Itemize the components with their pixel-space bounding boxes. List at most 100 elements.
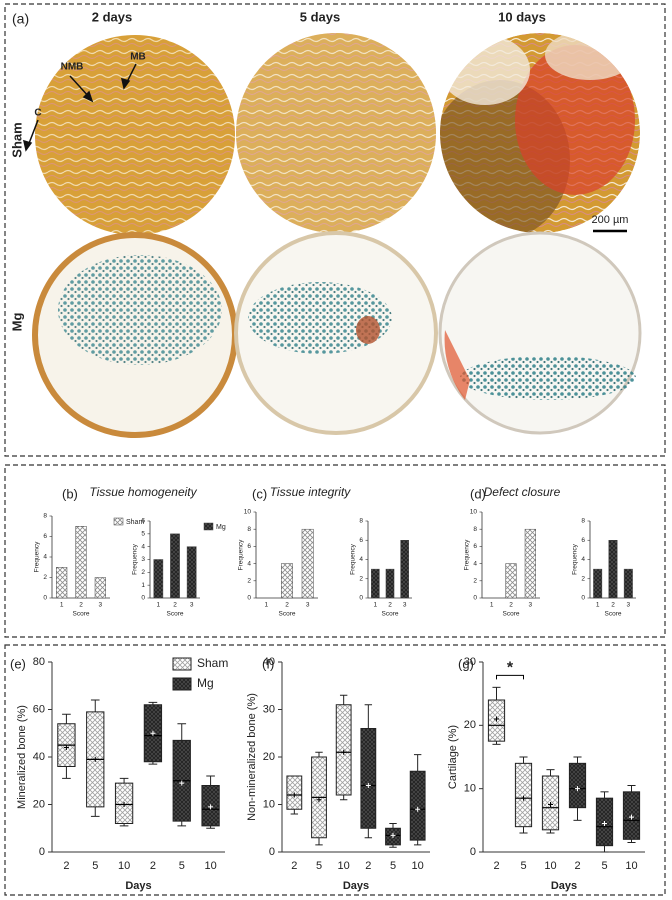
x-tick-label: 1 — [490, 602, 494, 609]
panel-label: (g) — [458, 656, 474, 671]
significance-bracket — [496, 674, 524, 680]
x-axis-label: Days — [125, 880, 151, 892]
y-tick-label: 6 — [581, 537, 585, 544]
scale-bar-label: 200 µm — [592, 214, 629, 226]
y-tick-label: 8 — [359, 518, 363, 525]
chart-title: Tissue homogeneity — [89, 485, 197, 499]
mean-marker — [365, 783, 371, 788]
x-axis-label: Score — [382, 611, 399, 618]
y-tick-label: 10 — [470, 509, 478, 516]
panel-label: (d) — [470, 486, 486, 501]
y-tick-label: 6 — [43, 533, 47, 540]
y-axis-label: Frequency — [132, 543, 139, 574]
x-tick-label: 2 — [63, 860, 69, 872]
x-tick-label: 1 — [374, 602, 378, 609]
y-axis-label: Frequency — [238, 539, 245, 570]
bar — [505, 563, 517, 599]
annotation: C — [34, 108, 41, 119]
bar — [281, 563, 293, 599]
y-tick-label: 4 — [473, 560, 477, 567]
y-tick-label: 0 — [141, 595, 145, 602]
y-tick-label: 2 — [141, 569, 145, 576]
micrograph — [438, 231, 642, 435]
panel-border — [4, 464, 666, 638]
legend-swatch — [172, 657, 192, 671]
annotation: MB — [130, 52, 146, 63]
y-tick-label: 2 — [359, 575, 363, 582]
legend-swatch — [113, 517, 124, 526]
y-tick-label: 6 — [247, 543, 251, 550]
x-tick-label: 3 — [190, 602, 194, 609]
x-tick-label: 2 — [611, 602, 615, 609]
row-label: Mg — [9, 313, 24, 332]
y-tick-label: 40 — [263, 656, 275, 668]
y-tick-label: 6 — [141, 518, 145, 525]
chart-title: Defect closure — [484, 485, 561, 499]
y-tick-label: 20 — [263, 751, 275, 763]
y-tick-label: 40 — [33, 751, 45, 763]
y-tick-label: 2 — [581, 575, 585, 582]
panel-label: (a) — [12, 11, 29, 27]
legend-swatch — [203, 522, 214, 531]
y-tick-label: 30 — [464, 656, 476, 668]
panel-border — [4, 644, 666, 896]
mean-marker — [179, 780, 185, 786]
x-tick-label: 1 — [157, 602, 161, 609]
y-tick-label: 2 — [473, 578, 477, 585]
bar — [623, 568, 633, 599]
y-tick-label: 5 — [141, 531, 145, 538]
y-tick-label: 10 — [244, 509, 252, 516]
x-axis-label: Score — [605, 611, 622, 618]
y-tick-label: 0 — [473, 595, 477, 602]
y-tick-label: 4 — [247, 560, 251, 567]
panel-label: (e) — [10, 656, 26, 671]
box — [409, 770, 426, 841]
y-axis-label: Frequency — [572, 543, 579, 574]
mean-marker — [629, 814, 634, 820]
x-tick-label: 3 — [529, 602, 533, 609]
box — [514, 762, 533, 828]
box — [568, 762, 587, 809]
micrograph — [32, 232, 238, 438]
x-axis-label: Score — [279, 611, 296, 618]
legend-label: Mg — [216, 524, 226, 531]
column-label: 5 days — [300, 9, 340, 24]
y-tick-label: 4 — [141, 543, 145, 550]
bar — [400, 540, 409, 599]
mean-marker — [341, 749, 347, 755]
x-tick-label: 10 — [412, 860, 424, 872]
x-tick-label: 5 — [179, 860, 185, 872]
y-tick-label: 8 — [43, 513, 47, 520]
y-tick-label: 20 — [33, 798, 45, 810]
panel-label: (c) — [252, 486, 267, 501]
bar — [75, 526, 87, 599]
mean-marker — [92, 756, 98, 762]
bar — [170, 533, 180, 599]
x-tick-label: 3 — [627, 602, 631, 609]
x-tick-label: 1 — [60, 602, 64, 609]
mean-marker — [150, 730, 156, 736]
y-axis-label: Frequency — [464, 539, 471, 570]
bar — [593, 568, 603, 599]
bar — [301, 528, 314, 599]
mean-marker — [494, 716, 499, 722]
y-tick-label: 8 — [581, 518, 585, 525]
y-tick-label: 0 — [247, 595, 251, 602]
y-tick-label: 2 — [247, 578, 251, 585]
micrograph — [35, 35, 235, 235]
mean-marker — [521, 795, 526, 801]
y-tick-label: 0 — [581, 595, 585, 602]
bar — [524, 528, 536, 599]
panel-label: (b) — [62, 486, 78, 501]
x-tick-label: 1 — [596, 602, 600, 609]
y-tick-label: 0 — [39, 846, 45, 858]
y-tick-label: 4 — [359, 556, 363, 563]
x-tick-label: 3 — [99, 602, 103, 609]
mean-marker — [316, 797, 322, 803]
y-tick-label: 8 — [473, 526, 477, 533]
y-tick-label: 10 — [464, 783, 476, 795]
y-tick-label: 4 — [581, 556, 585, 563]
legend-label: Sham — [126, 519, 144, 526]
mean-marker — [63, 745, 69, 750]
x-tick-label: 5 — [92, 860, 98, 872]
